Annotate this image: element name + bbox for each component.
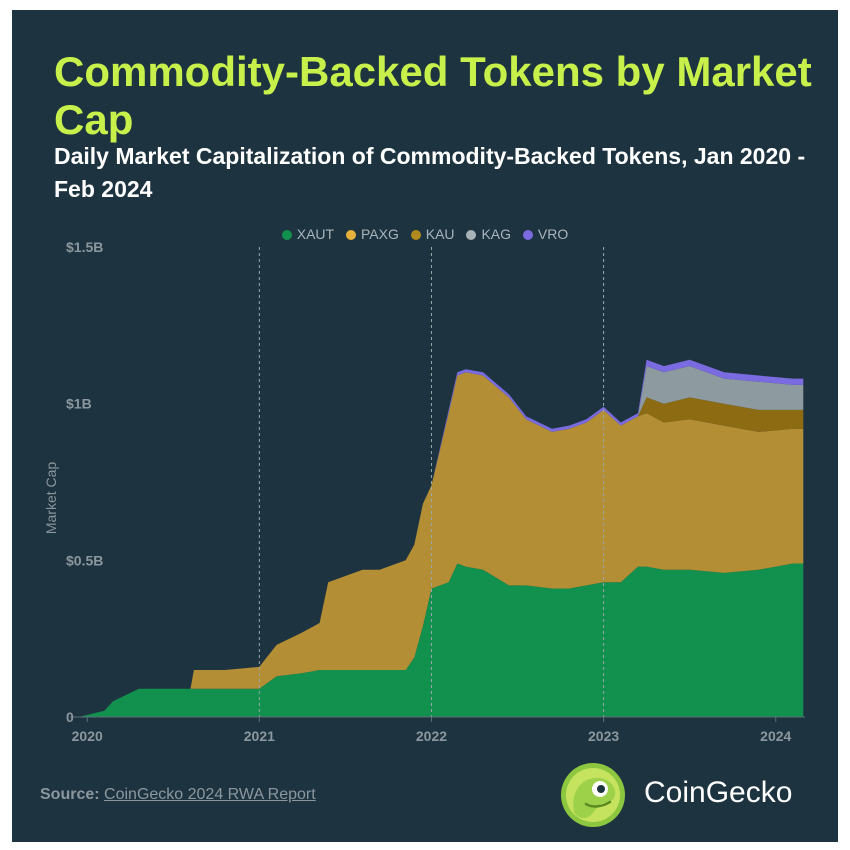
source-label: Source: (40, 786, 100, 803)
x-tick-label-1: 2021 (244, 728, 275, 744)
x-tick-label-2: 2022 (416, 728, 447, 744)
x-tick-label-4: 2024 (760, 728, 791, 744)
legend-label-xaut: XAUT (296, 226, 335, 242)
legend-item-vro[interactable]: VRO (522, 226, 569, 242)
chart-title: Commodity-Backed Tokens by Market Cap (54, 48, 812, 143)
y-axis-label: Market Cap (43, 462, 59, 535)
legend-swatch-kau (410, 230, 421, 240)
source-link[interactable]: CoinGecko 2024 RWA Report (104, 786, 316, 803)
area-paxg (78, 372, 804, 717)
stacked-area-chart: 0 $0.5B $1B $1.5B 2020 2021 2022 2023 2024 Marke… (43, 239, 805, 744)
chart-card: Commodity-Backed Tokens by Market Cap Da… (12, 10, 838, 842)
area-series (78, 359, 804, 717)
legend-swatch-paxg (345, 230, 356, 240)
y-tick-label-3: $1.5B (66, 239, 103, 255)
legend-item-xaut[interactable]: XAUT (281, 226, 335, 242)
x-tick-label-0: 2020 (72, 728, 103, 744)
brand-logo: CoinGecko (560, 762, 830, 828)
legend-label-kag: KAG (481, 226, 512, 242)
area-kau (78, 372, 804, 717)
y-tick-label-1: $0.5B (66, 552, 103, 568)
x-tick-label-3: 2023 (588, 728, 619, 744)
area-kag (78, 366, 804, 717)
legend-item-kag[interactable]: KAG (466, 226, 511, 242)
legend-label-vro: VRO (537, 226, 569, 242)
axes: 0 $0.5B $1B $1.5B 2020 2021 2022 2023 2024 (66, 239, 805, 744)
gecko-logo-icon (561, 763, 625, 827)
legend: XAUT PAXG KAU KAG VRO (12, 226, 838, 242)
legend-swatch-vro (522, 230, 533, 240)
source-note: Source: CoinGecko 2024 RWA Report (40, 786, 316, 804)
brand-name: CoinGecko (644, 776, 793, 809)
legend-label-kau: KAU (425, 226, 455, 242)
y-tick-label-2: $1B (66, 396, 92, 412)
legend-item-kau[interactable]: KAU (410, 226, 455, 242)
area-xaut (78, 563, 804, 717)
legend-label-paxg: PAXG (360, 226, 399, 242)
chart-subtitle: Daily Market Capitalization of Commodity… (54, 143, 806, 202)
legend-swatch-xaut (281, 230, 292, 240)
y-tick-label-0: 0 (66, 709, 74, 725)
legend-item-paxg[interactable]: PAXG (345, 226, 399, 242)
legend-swatch-kag (466, 230, 477, 240)
